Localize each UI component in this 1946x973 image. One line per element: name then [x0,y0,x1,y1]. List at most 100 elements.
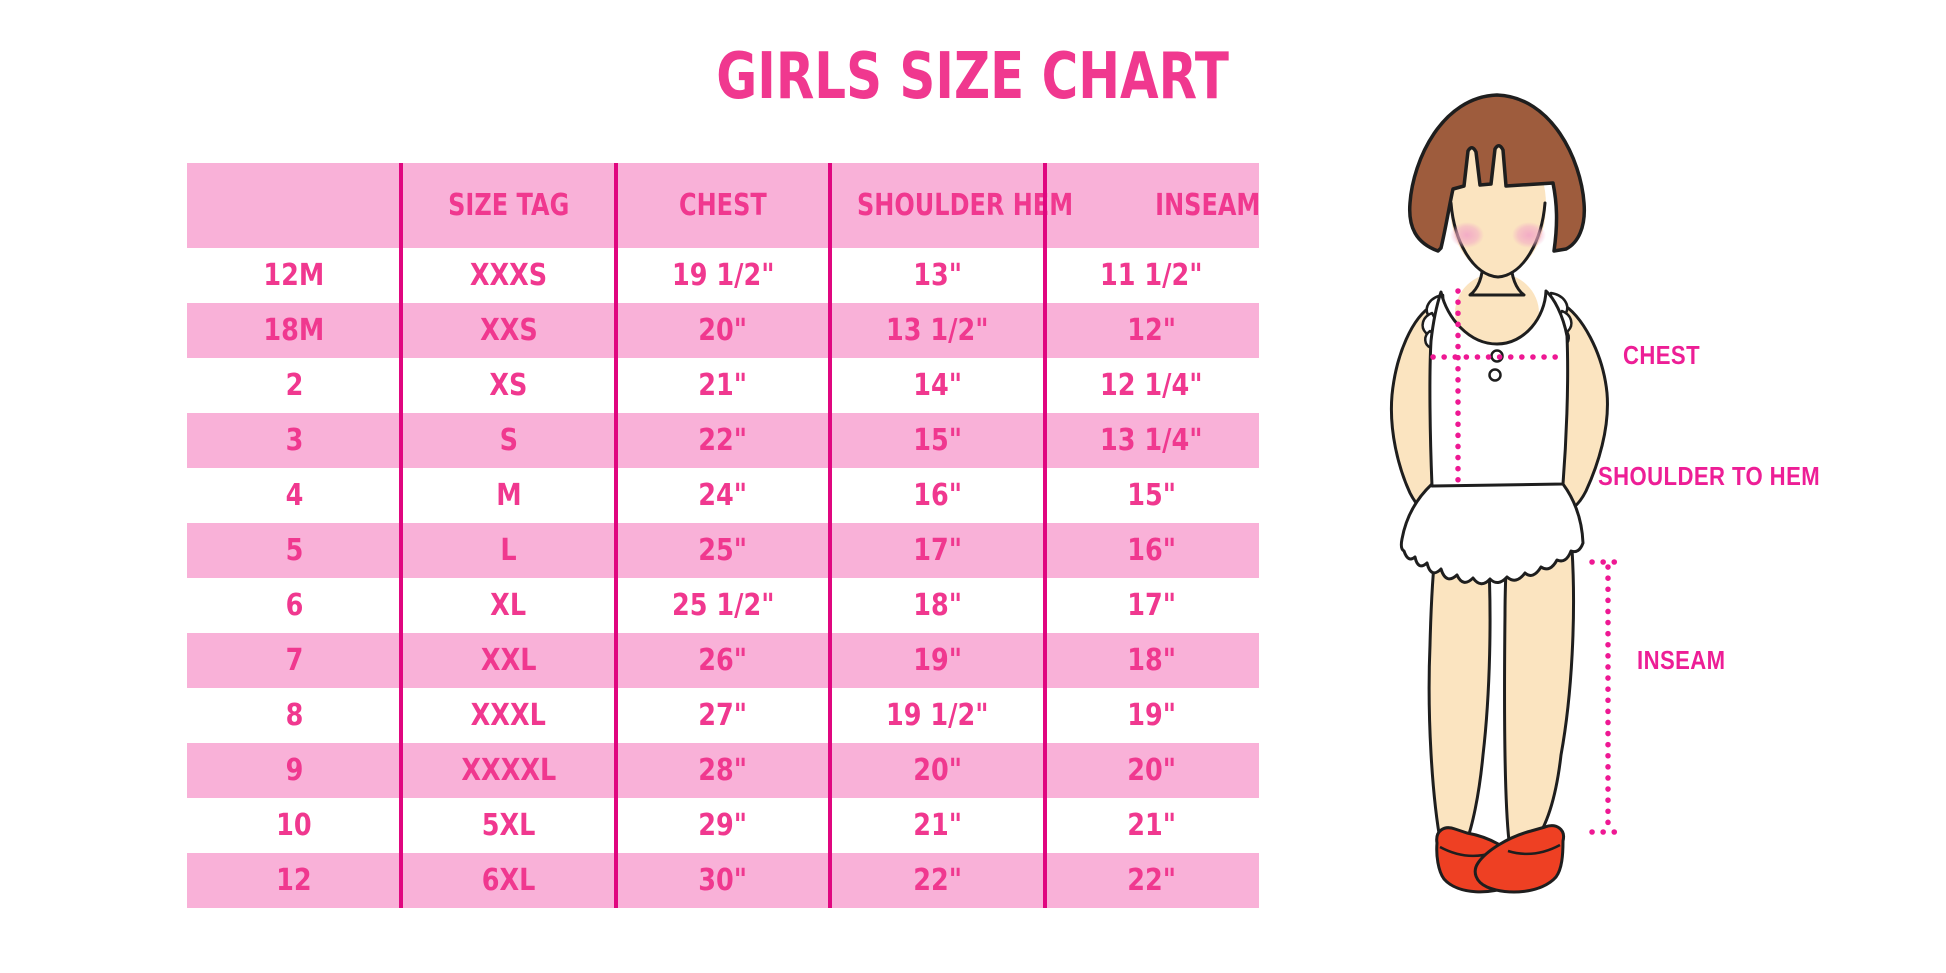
header-text: SHOULDER HEM [857,188,1074,223]
table-cell: 8 [187,688,401,743]
cell-text: 8 [285,698,304,733]
ruffle-skirt [1399,482,1585,586]
cell-text: 26" [698,643,748,678]
column-separator [399,163,404,908]
table-cell: 22" [616,413,830,468]
table-cell: 15" [830,413,1044,468]
column-separator [613,163,618,908]
table-cell: 29" [616,798,830,853]
table-cell: 7 [187,633,401,688]
table-body: 12M XXXS 19 1/2" 13" 11 1/2" 18M XXS 20" 13 1/2"… [187,248,1259,908]
table-cell: XS [401,358,615,413]
cell-text: 17" [1127,588,1177,623]
cell-text: 19 1/2" [671,258,775,293]
table-cell: 12 [187,853,401,908]
table-cell: M [401,468,615,523]
cell-text: 22" [912,863,962,898]
table-row: 3 S 22" 15" 13 1/4" [187,413,1259,468]
cell-text: 17" [912,533,962,568]
table-row: 8 XXXL 27" 19 1/2" 19" [187,688,1259,743]
cell-text: 12" [1127,313,1177,348]
cell-text: 12M [263,258,325,293]
header-cell-shoulder-hem: SHOULDER HEM [830,163,1100,248]
cell-text: 19" [1127,698,1177,733]
cell-text: S [499,423,518,458]
page-title-text: GIRLS SIZE CHART [716,40,1230,114]
cell-text: 25 1/2" [671,588,775,623]
cell-text: 21" [1127,808,1177,843]
cell-text: 16" [1127,533,1177,568]
cell-text: 19 1/2" [886,698,989,733]
table-cell: 5 [187,523,401,578]
cell-text: 15" [1127,478,1177,513]
cell-text: 22" [1127,863,1177,898]
table-cell: 30" [616,853,830,908]
cell-text: L [500,533,517,568]
table-row: 2 XS 21" 14" 12 1/4" [187,358,1259,413]
table-cell: L [401,523,615,578]
table-cell: XL [401,578,615,633]
table-cell: 6XL [401,853,615,908]
cell-text: 24" [698,478,748,513]
table-cell: XXXS [401,248,615,303]
cell-text: 27" [698,698,748,733]
table-cell: XXS [401,303,615,358]
chest-label: CHEST [1623,340,1701,370]
table-row: 7 XXL 26" 19" 18" [187,633,1259,688]
header-cell-chest: CHEST [616,163,830,248]
cell-text: 2 [285,368,304,403]
table-cell: 18" [1045,633,1259,688]
cell-text: 20" [1127,753,1177,788]
cell-text: 28" [698,753,748,788]
table-cell: 25" [616,523,830,578]
table-cell: 12M [187,248,401,303]
cell-text: 9 [285,753,304,788]
table-row: 5 L 25" 17" 16" [187,523,1259,578]
cell-text: 5 [285,533,304,568]
cell-text: 19" [912,643,962,678]
table-cell: 20" [616,303,830,358]
column-separator [828,163,833,908]
table-cell: 17" [830,523,1044,578]
table-cell: 22" [1045,853,1259,908]
header-text: SIZE TAG [448,188,570,223]
cell-text: XXXXL [461,753,557,788]
cell-text: 3 [285,423,304,458]
measurement-lines [1430,288,1623,835]
table-cell: 20" [830,743,1044,798]
table-cell: S [401,413,615,468]
table-cell: 26" [616,633,830,688]
cell-text: 18" [1127,643,1177,678]
table-cell: 25 1/2" [616,578,830,633]
table-cell: 22" [830,853,1044,908]
cell-text: XXXL [470,698,547,733]
cell-text: XXL [480,643,537,678]
table-cell: 19 1/2" [616,248,830,303]
cell-text: 11 1/2" [1100,258,1203,293]
table-row: 6 XL 25 1/2" 18" 17" [187,578,1259,633]
table-row: 10 5XL 29" 21" 21" [187,798,1259,853]
table-row: 18M XXS 20" 13 1/2" 12" [187,303,1259,358]
table-cell: 21" [1045,798,1259,853]
table-row: 4 M 24" 16" 15" [187,468,1259,523]
table-cell: 28" [616,743,830,798]
cell-text: 10 [276,808,312,843]
cell-text: 12 [276,863,312,898]
table-cell: 21" [830,798,1044,853]
blush-right [1512,222,1546,248]
cell-text: 29" [698,808,748,843]
cell-text: 4 [285,478,304,513]
cell-text: 25" [698,533,748,568]
column-separator [1042,163,1047,908]
table-cell: 5XL [401,798,615,853]
cell-text: 7 [285,643,304,678]
cell-text: 6XL [481,863,536,898]
legs [1427,543,1576,847]
table-cell: 2 [187,358,401,413]
table-cell: 18M [187,303,401,358]
cell-text: 18" [912,588,962,623]
page-title: GIRLS SIZE CHART [0,40,1946,114]
table-cell: 13" [830,248,1044,303]
table-cell: 19" [1045,688,1259,743]
cell-text: 6 [285,588,304,623]
